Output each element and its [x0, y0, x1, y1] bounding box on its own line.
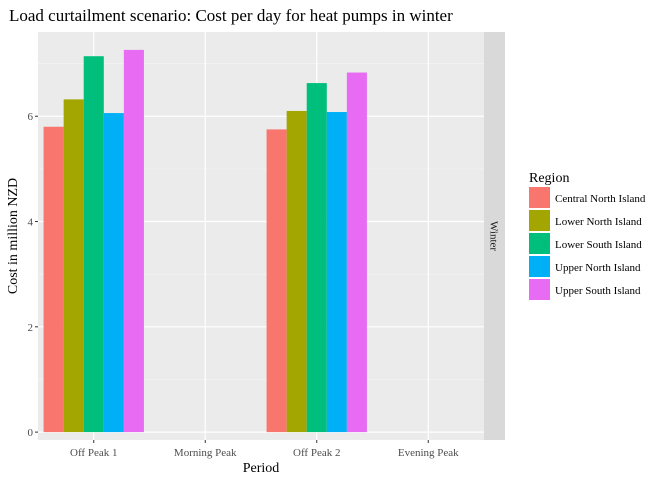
legend-swatch [529, 256, 550, 277]
bar [63, 99, 84, 433]
legend-label: Central North Island [555, 193, 646, 205]
bar [286, 110, 307, 433]
facet-strip [484, 32, 505, 440]
x-tick-label: Off Peak 2 [293, 447, 340, 459]
x-axis: Off Peak 1 Morning Peak Off Peak 2 Evening … [70, 440, 459, 459]
legend-label: Lower North Island [555, 216, 642, 228]
legend: Region Central North Island Lower North I… [529, 171, 646, 300]
x-tick-label: Off Peak 1 [70, 447, 117, 459]
legend-label: Lower South Island [555, 239, 642, 251]
bar [83, 56, 104, 433]
y-axis: 0 2 4 6 [28, 111, 38, 439]
chart-title: Load curtailment scenario: Cost per day … [9, 6, 453, 25]
legend-swatch [529, 233, 550, 254]
legend-swatch [529, 210, 550, 231]
y-tick-label: 6 [28, 111, 34, 123]
bar [306, 83, 327, 433]
bar [326, 112, 347, 433]
legend-swatch [529, 279, 550, 300]
y-tick-label: 2 [28, 322, 34, 334]
legend-title: Region [529, 171, 569, 186]
legend-label: Upper North Island [555, 262, 641, 274]
legend-items: Central North Island Lower North Island Lo… [529, 187, 646, 300]
x-tick-label: Morning Peak [174, 447, 237, 459]
y-tick-label: 0 [28, 427, 34, 439]
facet-strip-label: Winter [488, 221, 500, 251]
legend-swatch [529, 187, 550, 208]
bars-layer [43, 49, 367, 433]
bar [103, 113, 124, 433]
bar [346, 72, 367, 433]
x-tick-label: Evening Peak [398, 447, 459, 459]
bar [43, 126, 64, 433]
y-tick-label: 4 [28, 217, 34, 229]
y-axis-title: Cost in million NZD [6, 178, 21, 294]
legend-label: Upper South Island [555, 285, 641, 297]
bar [123, 49, 144, 433]
x-axis-title: Period [243, 461, 280, 476]
bar [266, 129, 287, 433]
